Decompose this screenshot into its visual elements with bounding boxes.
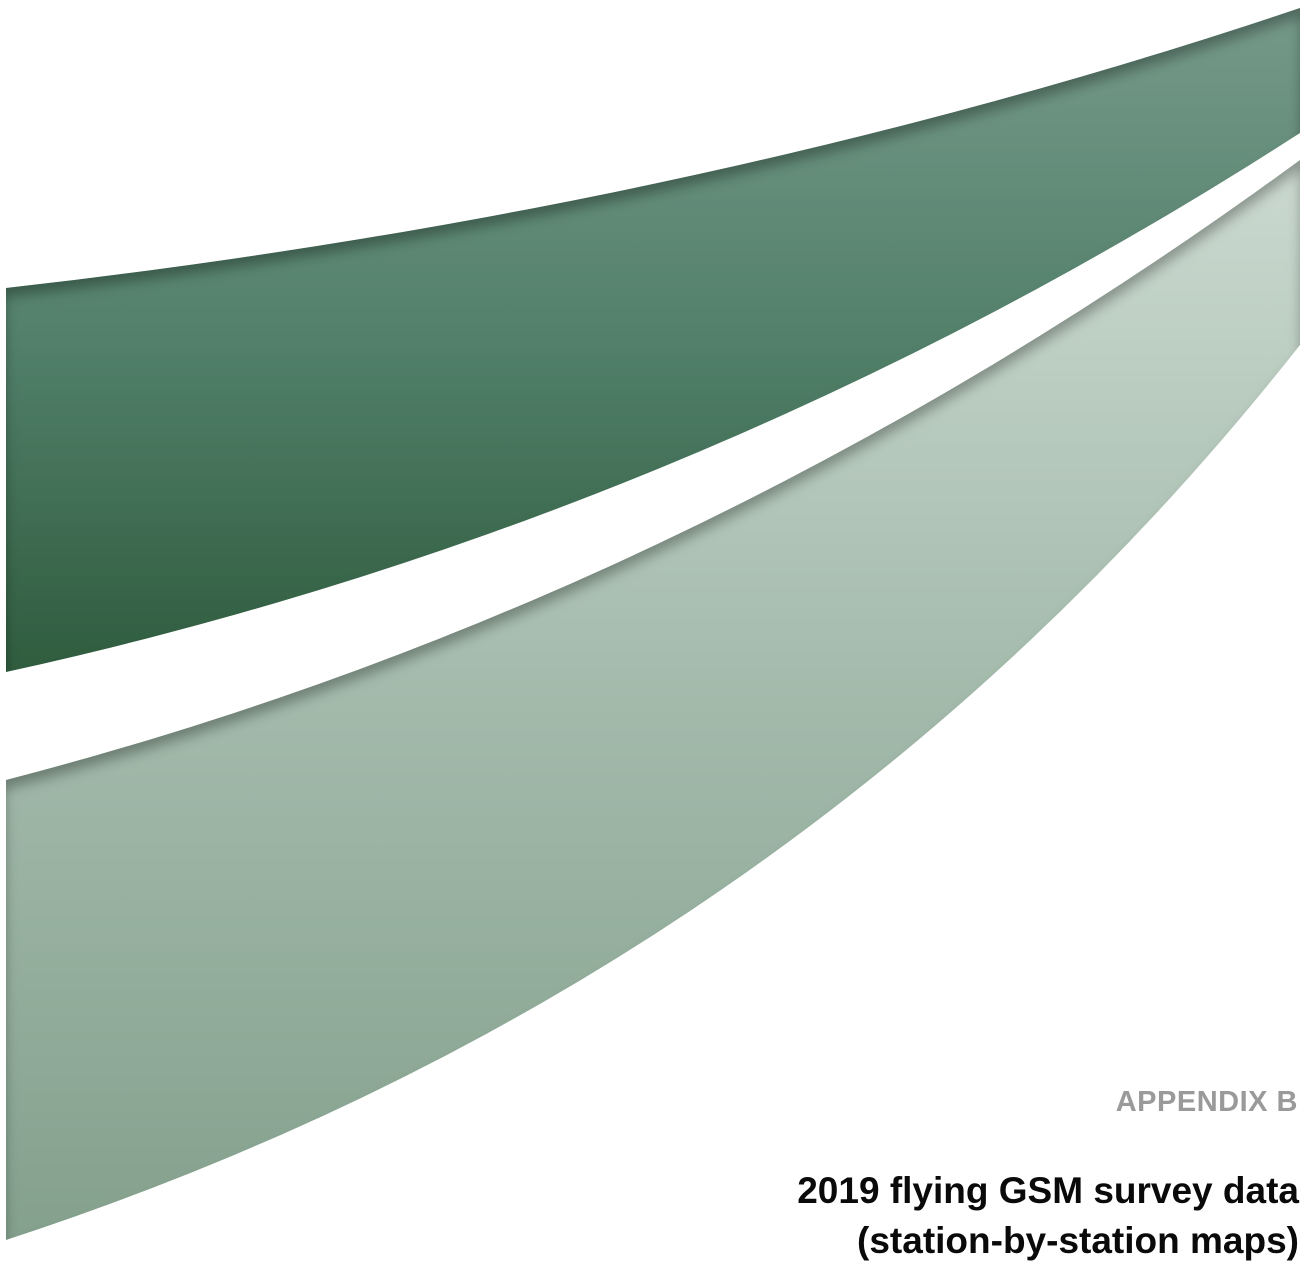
document-title: 2019 flying GSM survey data (station-by-…: [797, 1166, 1299, 1266]
dark-green-band: [6, 8, 1300, 672]
appendix-label: APPENDIX B: [1115, 1086, 1298, 1118]
document-title-line-2: (station-by-station maps): [857, 1220, 1299, 1261]
light-green-band: [6, 160, 1300, 1240]
document-title-line-1: 2019 flying GSM survey data: [797, 1170, 1299, 1211]
